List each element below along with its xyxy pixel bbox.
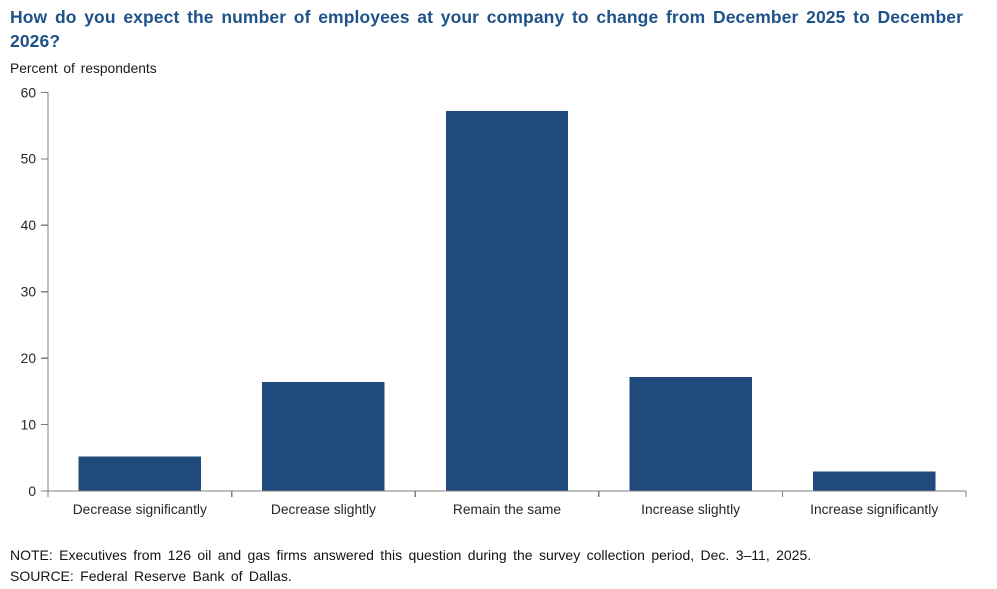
y-tick-label: 40 [21,218,37,233]
y-tick-label: 30 [21,285,37,300]
y-tick-label: 20 [21,351,37,366]
y-tick-label: 10 [21,417,37,432]
y-tick-label: 60 [21,85,37,100]
x-category-label: Increase significantly [810,502,938,517]
source-text: SOURCE: Federal Reserve Bank of Dallas. [10,567,292,584]
x-category-label: Remain the same [453,502,561,517]
x-category-label: Decrease significantly [73,502,207,517]
chart-subtitle: Percent of respondents [10,61,157,76]
bar-4 [629,376,752,491]
x-category-label: Increase slightly [641,502,740,517]
bar-5 [813,471,936,491]
bar-1 [78,456,201,491]
y-tick-label: 50 [21,152,37,167]
x-category-label: Decrease slightly [271,502,376,517]
chart-title: How do you expect the number of employee… [10,7,963,51]
note-text: NOTE: Executives from 126 oil and gas fi… [10,547,812,563]
chart-footnote: NOTE: Executives from 126 oil and gas fi… [10,545,955,586]
bar-3 [445,111,569,491]
bar-2 [262,382,385,491]
y-tick-label: 0 [28,484,36,499]
